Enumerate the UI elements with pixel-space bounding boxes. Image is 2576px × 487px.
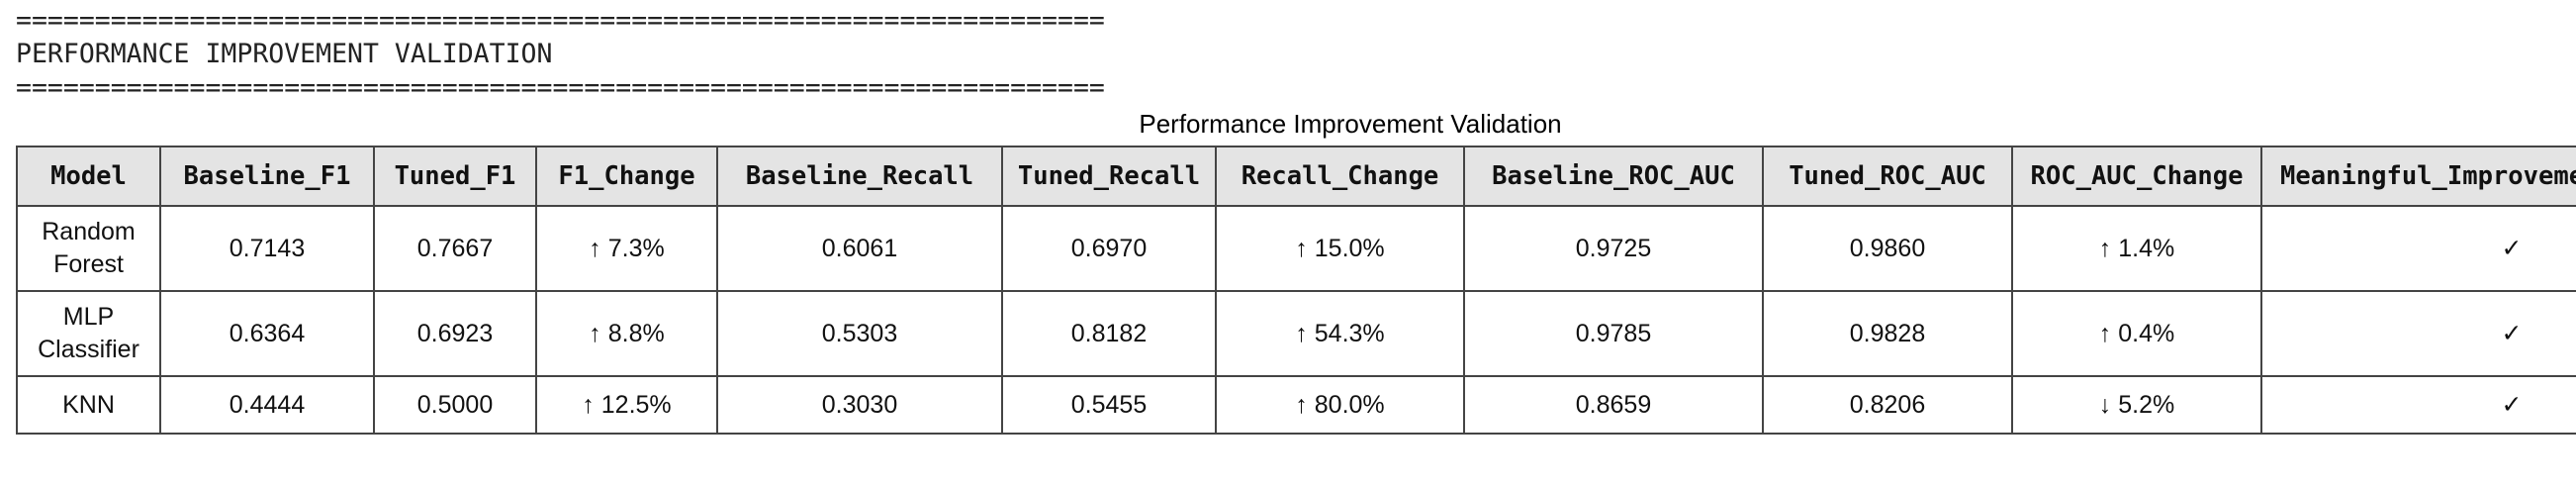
table-cell: ↑ 0.4% xyxy=(2011,290,2262,377)
table-cell: ↑ 8.8% xyxy=(535,290,718,377)
table-cell: 0.9860 xyxy=(1762,205,2013,292)
header-cell: Tuned_Recall xyxy=(1001,146,1217,207)
table-title: Performance Improvement Validation xyxy=(1139,109,1562,139)
performance-table: Model Baseline_F1 Tuned_F1 F1_Change Bas… xyxy=(16,146,2576,435)
table-cell: ↑ 54.3% xyxy=(1215,290,1465,377)
table-cell: 0.6970 xyxy=(1001,205,1217,292)
table-cell: 0.4444 xyxy=(159,375,375,435)
console-output: ========================================… xyxy=(16,4,1105,105)
header-cell: Meaningful_Improvement xyxy=(2260,146,2576,207)
console-rule-top: ========================================… xyxy=(16,5,1105,36)
table-cell: ↓ 5.2% xyxy=(2011,375,2262,435)
table-container: Model Baseline_F1 Tuned_F1 F1_Change Bas… xyxy=(16,146,2576,435)
table-header-row: Model Baseline_F1 Tuned_F1 F1_Change Bas… xyxy=(16,146,2576,207)
header-cell: Recall_Change xyxy=(1215,146,1465,207)
table-cell: 0.6364 xyxy=(159,290,375,377)
model-cell: MLP Classifier xyxy=(16,290,161,377)
table-cell: 0.8206 xyxy=(1762,375,2013,435)
table-row: KNN 0.4444 0.5000 ↑ 12.5% 0.3030 0.5455 … xyxy=(16,375,2576,435)
header-cell: ROC_AUC_Change xyxy=(2011,146,2262,207)
table-cell: ↑ 1.4% xyxy=(2011,205,2262,292)
table-cell: 0.6061 xyxy=(716,205,1003,292)
table-row: Random Forest 0.7143 0.7667 ↑ 7.3% 0.606… xyxy=(16,205,2576,292)
check-mark-icon: ✓ xyxy=(2260,290,2576,377)
header-cell: Tuned_F1 xyxy=(373,146,537,207)
model-cell: KNN xyxy=(16,375,161,435)
model-cell: Random Forest xyxy=(16,205,161,292)
table-cell: 0.5303 xyxy=(716,290,1003,377)
table-row: MLP Classifier 0.6364 0.6923 ↑ 8.8% 0.53… xyxy=(16,290,2576,377)
header-cell: Baseline_Recall xyxy=(716,146,1003,207)
table-cell: ↑ 12.5% xyxy=(535,375,718,435)
table-cell: 0.5000 xyxy=(373,375,537,435)
console-rule-bottom: ========================================… xyxy=(16,72,1105,103)
table-cell: 0.9828 xyxy=(1762,290,2013,377)
table-cell: 0.7667 xyxy=(373,205,537,292)
header-cell: Model xyxy=(16,146,161,207)
header-cell: F1_Change xyxy=(535,146,718,207)
table-cell: 0.7143 xyxy=(159,205,375,292)
check-mark-icon: ✓ xyxy=(2260,375,2576,435)
console-heading: PERFORMANCE IMPROVEMENT VALIDATION xyxy=(16,39,553,69)
header-cell: Baseline_F1 xyxy=(159,146,375,207)
header-cell: Baseline_ROC_AUC xyxy=(1463,146,1764,207)
header-cell: Tuned_ROC_AUC xyxy=(1762,146,2013,207)
table-cell: ↑ 7.3% xyxy=(535,205,718,292)
check-mark-icon: ✓ xyxy=(2260,205,2576,292)
table-cell: 0.3030 xyxy=(716,375,1003,435)
table-cell: ↑ 80.0% xyxy=(1215,375,1465,435)
table-cell: ↑ 15.0% xyxy=(1215,205,1465,292)
table-cell: 0.8182 xyxy=(1001,290,1217,377)
table-cell: 0.6923 xyxy=(373,290,537,377)
table-cell: 0.9785 xyxy=(1463,290,1764,377)
table-cell: 0.8659 xyxy=(1463,375,1764,435)
table-cell: 0.9725 xyxy=(1463,205,1764,292)
table-cell: 0.5455 xyxy=(1001,375,1217,435)
